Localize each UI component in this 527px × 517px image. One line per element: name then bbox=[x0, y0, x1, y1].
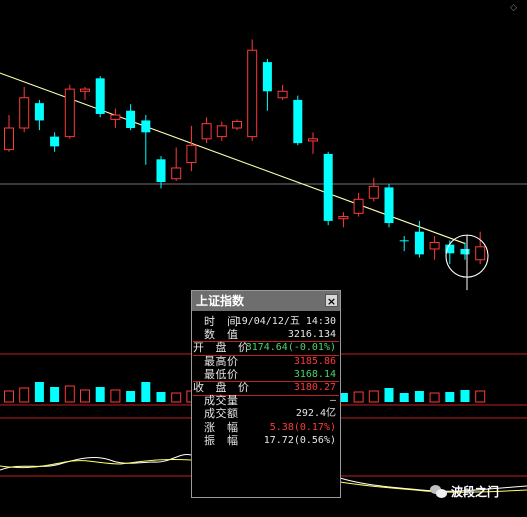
candle-body bbox=[368, 185, 379, 199]
volume-bar bbox=[156, 392, 166, 402]
tooltip-row-value: 3216.134 bbox=[287, 329, 336, 341]
volume-bar bbox=[141, 382, 151, 402]
candle-body bbox=[262, 62, 272, 92]
tooltip-row-value: — bbox=[329, 395, 336, 407]
candles-layer bbox=[4, 39, 486, 265]
tooltip-row: 成交量 — bbox=[192, 394, 340, 407]
candle-body bbox=[171, 167, 182, 180]
candle-body bbox=[414, 231, 424, 255]
tooltip-row: 时间 19/04/12/五 14:30 bbox=[192, 315, 340, 328]
volume-bar bbox=[34, 382, 44, 402]
candle-body bbox=[475, 246, 486, 261]
candle-body bbox=[95, 78, 105, 114]
candle-body bbox=[429, 241, 440, 250]
tooltip-row-label: 涨幅 bbox=[204, 420, 238, 434]
tooltip-row-label: 最高价 bbox=[204, 354, 238, 368]
tooltip-row-value: 17.72(0.56%) bbox=[263, 434, 336, 446]
highlight-marker bbox=[445, 234, 489, 291]
volume-bar bbox=[399, 393, 409, 402]
tooltip-row: 最高价 3185.86 bbox=[192, 355, 340, 368]
candle-body bbox=[64, 88, 75, 138]
candle-body bbox=[308, 138, 318, 142]
candle-body bbox=[399, 240, 409, 242]
candle-body bbox=[4, 127, 14, 151]
tooltip-row-label: 成交额 bbox=[204, 407, 238, 421]
volume-bar bbox=[95, 387, 105, 402]
tooltip-row-label: 成交量 bbox=[204, 394, 238, 408]
candle-body bbox=[277, 90, 288, 99]
candle-body bbox=[293, 99, 303, 144]
tooltip-title-bar[interactable]: 上证指数 × bbox=[192, 291, 340, 311]
tooltip-row-value: 3168.14 bbox=[293, 368, 336, 380]
tooltip-row: 涨幅 5.38(0.17%) bbox=[192, 421, 340, 434]
candle-body bbox=[323, 153, 333, 221]
candle-body bbox=[216, 125, 227, 138]
volume-bar bbox=[384, 388, 394, 402]
candle-body bbox=[247, 49, 258, 138]
candle-body bbox=[338, 216, 349, 220]
tooltip-row-label: 收盘价 bbox=[193, 380, 249, 394]
volume-bar bbox=[110, 389, 121, 403]
volume-bar bbox=[368, 390, 379, 403]
watermark: 波段之门 bbox=[430, 483, 499, 500]
candle-body bbox=[34, 103, 44, 121]
candle-body bbox=[384, 187, 394, 224]
tooltip-row: 最低价 3168.14 bbox=[192, 368, 340, 381]
tooltip-row: 数值 3216.134 bbox=[192, 328, 340, 341]
candle-body bbox=[201, 123, 212, 140]
volume-bar bbox=[445, 392, 455, 402]
tooltip-rows: 时间 19/04/12/五 14:30 数值 3216.134 开盘价 3174.64(-… bbox=[192, 311, 340, 447]
tooltip-row: 振幅 17.72(0.56%) bbox=[192, 434, 340, 447]
volume-bar bbox=[414, 391, 424, 402]
oscillator-line bbox=[0, 458, 192, 469]
volume-bar bbox=[50, 387, 60, 402]
volume-bar bbox=[460, 390, 470, 402]
tooltip-row-value: 19/04/12/五 14:30 bbox=[235, 316, 336, 327]
tooltip-row: 开盘价 3174.64(-0.01%) bbox=[192, 341, 340, 357]
oscillator-line bbox=[339, 481, 527, 493]
tooltip-row-value: 3185.86 bbox=[293, 355, 336, 367]
tooltip-row-label: 开盘价 bbox=[193, 341, 249, 355]
volume-bar bbox=[171, 392, 182, 403]
tooltip-row-value: 292.4亿 bbox=[295, 408, 336, 420]
tooltip-row-label: 时间 bbox=[204, 315, 238, 328]
volume-bar bbox=[429, 392, 440, 403]
watermark-text: 波段之门 bbox=[451, 485, 500, 499]
volume-bar bbox=[80, 389, 90, 403]
tooltip-row-value: 3180.27 bbox=[293, 381, 336, 393]
candle-body bbox=[460, 248, 470, 255]
quote-tooltip: 上证指数 × 时间 19/04/12/五 14:30 数值 3216.134 开盘价 31… bbox=[191, 290, 341, 498]
wechat-icon bbox=[430, 485, 447, 498]
volume-bar bbox=[126, 391, 136, 402]
candle-body bbox=[141, 120, 151, 133]
volume-bar bbox=[4, 390, 14, 403]
volume-bar bbox=[64, 385, 75, 403]
tooltip-row: 成交额 292.4亿 bbox=[192, 407, 340, 420]
volume-bar bbox=[353, 391, 364, 403]
volume-bar bbox=[475, 390, 486, 403]
candle-body bbox=[50, 136, 60, 147]
candle-body bbox=[353, 198, 364, 214]
volume-bar bbox=[338, 393, 348, 402]
candle-body bbox=[232, 121, 242, 129]
tooltip-row-label: 最低价 bbox=[204, 367, 238, 381]
candle-body bbox=[156, 159, 166, 182]
tooltip-row-value: 3174.64(-0.01%) bbox=[245, 342, 336, 354]
tooltip-row-label: 振幅 bbox=[204, 433, 238, 447]
candle-body bbox=[110, 114, 121, 120]
candle-body bbox=[19, 97, 30, 129]
volume-bar bbox=[19, 387, 30, 403]
candle-body bbox=[126, 110, 136, 128]
candle-body bbox=[186, 144, 197, 164]
close-icon[interactable]: × bbox=[325, 294, 338, 308]
tooltip-row-label: 数值 bbox=[204, 328, 238, 342]
tooltip-title: 上证指数 bbox=[196, 294, 245, 308]
tooltip-row: 收盘价 3180.27 bbox=[192, 380, 340, 397]
tooltip-row-value: 5.38(0.17%) bbox=[269, 421, 336, 433]
candle-body bbox=[445, 244, 455, 254]
candle-body bbox=[80, 88, 90, 92]
diamond-icon[interactable]: ◇ bbox=[510, 3, 517, 13]
